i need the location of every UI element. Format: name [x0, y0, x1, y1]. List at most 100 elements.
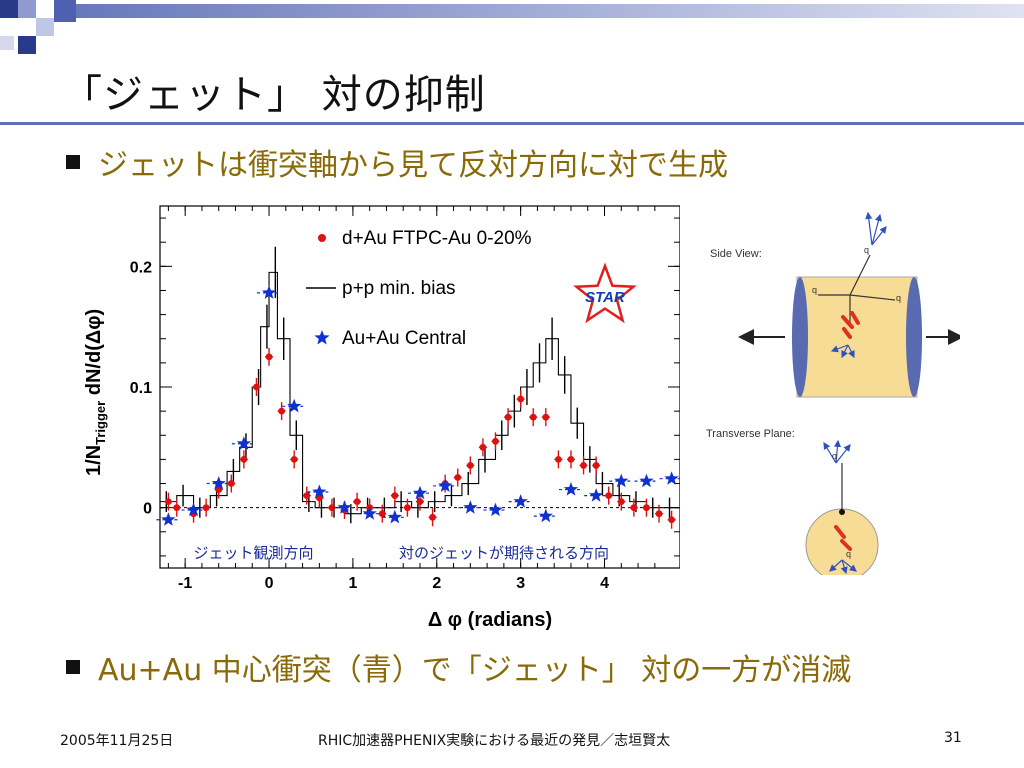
x-tick-label: 0: [265, 575, 274, 592]
dau-point: [391, 492, 399, 499]
legend-dau-label: d+Au FTPC-Au 0-20%: [342, 228, 532, 249]
side-view-outgoing-particles: [830, 211, 887, 359]
dau-point: [173, 504, 181, 512]
dau-point: [554, 456, 562, 463]
dau-point: [580, 462, 587, 469]
corner-square-2: [18, 0, 36, 18]
page-title: 「ジェット」 対の抑制: [62, 72, 486, 118]
collision-diagram: Side View: q q q Transverse Plane:: [706, 211, 960, 575]
auau-star: [538, 508, 553, 523]
quark-label-5: q: [846, 549, 851, 559]
side-view-label: Side View:: [710, 248, 762, 260]
dau-point: [668, 516, 676, 524]
x-tick-label: 2: [432, 575, 441, 592]
annotation-away-direction: 対のジェットが期待される方向: [399, 545, 609, 562]
auau-star: [438, 478, 453, 492]
dau-point: [315, 494, 323, 502]
dau-point: [353, 498, 361, 506]
page-number: 31: [944, 730, 962, 746]
transverse-quenched-jet: [834, 525, 852, 551]
dau-point: [404, 504, 411, 512]
auau-star: [639, 473, 654, 488]
dau-point: [617, 498, 625, 506]
corner-square-5: [54, 0, 76, 22]
auau-star: [563, 482, 579, 496]
auau-star: [664, 471, 679, 485]
auau-star: [287, 398, 302, 413]
side-view-right-nucleus: [906, 277, 922, 397]
corner-square-1: [0, 0, 18, 18]
transverse-outgoing-particles: [823, 439, 857, 575]
dau-point: [429, 513, 436, 521]
top-rule: [76, 4, 1024, 18]
dau-point: [164, 498, 172, 506]
side-view-quenched-jet: [841, 311, 860, 339]
auau-star: [186, 502, 201, 517]
footer-title: RHIC加速器PHENIX実験における最近の発見／志垣賢太: [318, 733, 671, 749]
legend-dau-marker: [318, 234, 326, 242]
dau-point: [416, 498, 424, 506]
auau-star: [387, 509, 402, 524]
dau-point: [630, 504, 638, 512]
y-tick-label: 0: [143, 501, 152, 518]
plot-frame: [159, 205, 680, 569]
dau-point: [479, 443, 487, 451]
x-tick-label: 4: [600, 575, 609, 592]
dau-point: [278, 407, 286, 415]
dau-point: [215, 486, 223, 493]
auau-star: [261, 285, 277, 299]
auau-star: [488, 502, 503, 517]
annotation-jet-direction: ジェット観測方向: [194, 545, 314, 562]
dau-point: [328, 504, 336, 512]
bullet-marker-2: [66, 660, 80, 674]
transverse-vertex: [839, 509, 845, 515]
corner-square-6: [0, 36, 14, 50]
corner-square-3: [36, 18, 54, 36]
dau-point: [227, 480, 235, 487]
dau-point: [240, 456, 248, 463]
quark-label-4: q: [832, 451, 837, 461]
footer-date: 2005年11月25日: [60, 733, 174, 749]
auau-star: [589, 488, 604, 502]
dau-point: [265, 353, 273, 361]
auau-star: [362, 506, 377, 520]
auau-star: [614, 473, 629, 488]
quark-label-1: q: [864, 245, 869, 255]
dau-point: [592, 462, 600, 469]
dau-point: [202, 504, 210, 512]
dau-point: [605, 492, 613, 499]
side-view-left-nucleus: [792, 277, 808, 397]
legend-auau-label: Au+Au Central: [342, 328, 466, 349]
star-logo-text: STAR: [585, 289, 625, 306]
dau-point: [504, 413, 512, 421]
dau-point: [253, 383, 260, 391]
title-divider: [0, 122, 1024, 125]
x-tick-label: 1: [348, 575, 357, 592]
auau-star: [513, 494, 528, 508]
dau-point: [466, 462, 474, 469]
star-logo-outline: [573, 262, 637, 324]
x-tick-label: -1: [178, 575, 192, 592]
auau-star: [161, 512, 176, 526]
dau-point: [492, 437, 499, 445]
dau-point: [303, 492, 311, 499]
dau-point: [567, 456, 575, 463]
y-axis-label: 1/NTrigger dN/d(Δφ): [83, 309, 108, 476]
auau-star: [337, 500, 352, 514]
dau-point: [290, 456, 298, 463]
bullet-1: ジェットは衝突軸から見て反対方向に対で生成: [98, 148, 728, 183]
y-tick-label: 0.1: [130, 380, 152, 397]
x-axis-label: Δ φ (radians): [428, 609, 552, 631]
y-tick-label: 0.2: [130, 259, 152, 276]
legend-pp-label: p+p min. bias: [342, 278, 456, 299]
side-view-jets: [818, 254, 896, 325]
dau-point: [542, 413, 550, 421]
dau-point: [517, 395, 525, 403]
auau-star: [412, 485, 428, 500]
legend-auau-marker: [314, 330, 330, 345]
dau-point: [529, 413, 537, 421]
dau-point: [378, 510, 386, 518]
quark-label-2: q: [812, 285, 817, 295]
correlation-chart: -1 0 1 2 3 4 0 0.1 0.2 Δ φ (radians) 1/NTrigger dN…: [83, 205, 680, 631]
auau-star: [312, 484, 327, 498]
